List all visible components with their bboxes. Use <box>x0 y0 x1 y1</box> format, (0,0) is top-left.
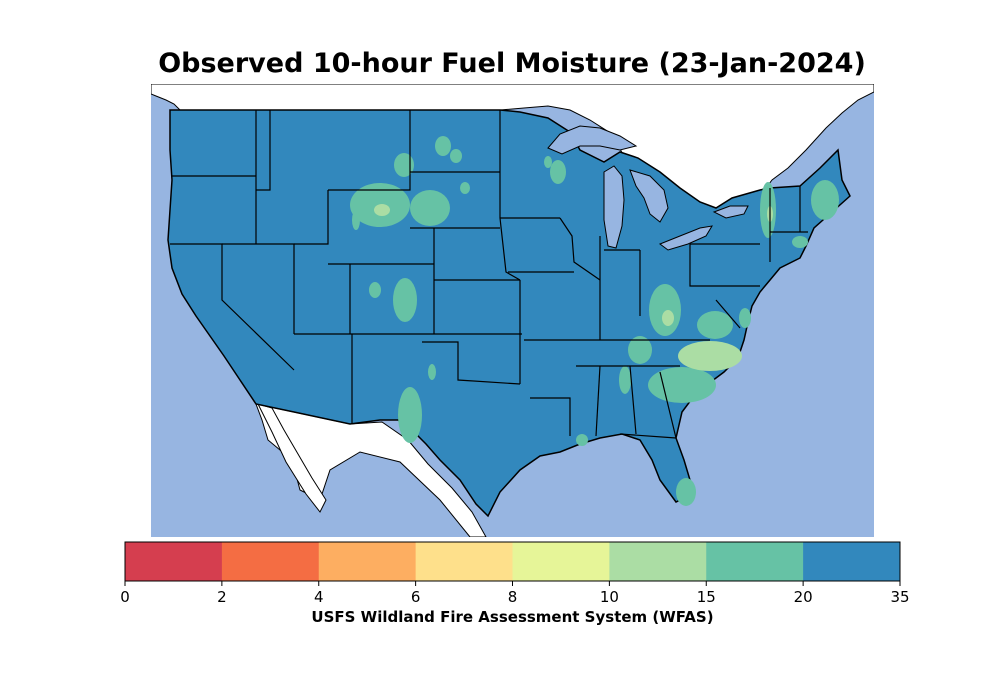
colorbar-bin <box>512 542 610 581</box>
lake-ontario <box>712 205 749 219</box>
baja-peninsula <box>257 403 327 513</box>
colorbar-tick-label: 15 <box>697 588 716 606</box>
colorbar-bin <box>803 542 901 581</box>
conus-fill <box>167 109 851 518</box>
colorbar-tick-label: 35 <box>890 588 909 606</box>
lake-erie <box>658 225 713 251</box>
colorbar-bin <box>415 542 513 581</box>
colorbar-tick-label: 20 <box>794 588 813 606</box>
lake-superior <box>547 125 638 155</box>
colorbar-bin <box>706 542 804 581</box>
moisture-10-15-regions <box>374 204 773 371</box>
lake-huron <box>629 169 669 223</box>
colorbar-tick-label: 2 <box>217 588 227 606</box>
colorbar-bin <box>125 542 223 581</box>
colorbar-bin <box>318 542 417 581</box>
map-title: Observed 10-hour Fuel Moisture (23-Jan-2… <box>158 48 866 79</box>
colorbar-label: USFS Wildland Fire Assessment System (WF… <box>311 608 714 626</box>
colorbar-bin <box>221 542 320 581</box>
colorbar-tick-label: 6 <box>411 588 421 606</box>
colorbar-tick-label: 4 <box>314 588 324 606</box>
colorbar-tick-label: 8 <box>508 588 518 606</box>
colorbar-bin <box>609 542 707 581</box>
colorbar-tick-label: 10 <box>600 588 619 606</box>
colorbar-tick-label: 0 <box>120 588 130 606</box>
lake-michigan <box>603 165 625 249</box>
state-boundaries <box>170 110 808 439</box>
